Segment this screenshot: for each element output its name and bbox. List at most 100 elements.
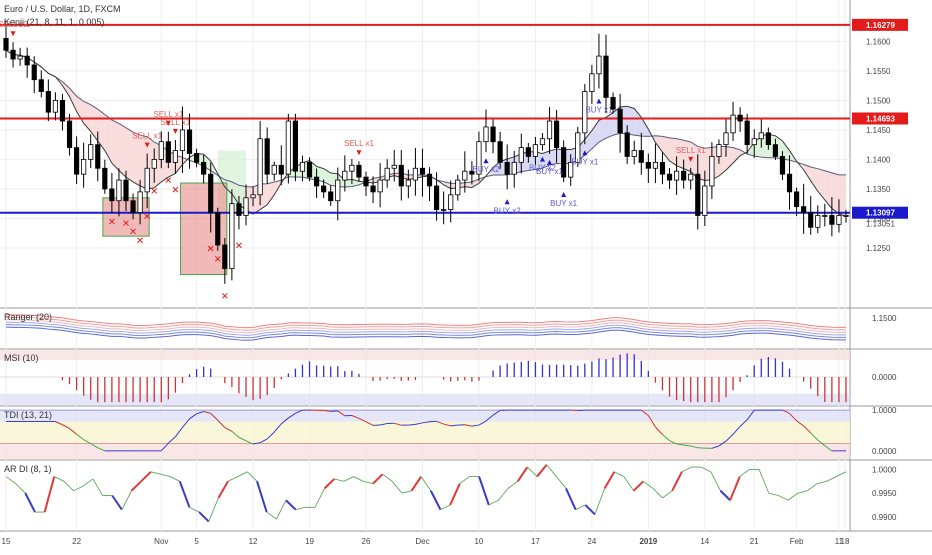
price-tick-label: 1.1550 bbox=[866, 67, 891, 76]
candle-body-up bbox=[180, 130, 184, 151]
time-tick-label: Dec bbox=[415, 537, 429, 546]
ranger-tick-label: 1.1500 bbox=[872, 314, 897, 323]
time-tick-label: 10 bbox=[474, 537, 483, 546]
candle-body-up bbox=[653, 162, 657, 168]
candle-body-up bbox=[385, 168, 389, 180]
candle-body-down bbox=[371, 186, 375, 192]
buy-label: BUY x1 bbox=[571, 157, 599, 166]
candle-body-down bbox=[32, 65, 36, 80]
last-price-label: 1.13051 bbox=[866, 219, 895, 228]
candle-body-up bbox=[449, 195, 453, 210]
candle-body-up bbox=[632, 151, 636, 157]
buy-label: BUY x2 bbox=[529, 164, 557, 173]
candle-body-up bbox=[145, 168, 149, 192]
kenji-cloud-segment bbox=[112, 120, 119, 171]
tdi-middle-zone bbox=[0, 421, 850, 443]
candle-body-up bbox=[816, 215, 820, 227]
time-tick-label: Feb bbox=[790, 537, 804, 546]
ranger-title: Ranger (20) bbox=[4, 312, 52, 322]
candle-body-down bbox=[96, 145, 100, 169]
candle-body-down bbox=[787, 174, 791, 192]
buy-label: BUY x2 bbox=[473, 165, 501, 174]
kenji-cloud-segment bbox=[832, 173, 839, 214]
candle-body-down bbox=[794, 192, 798, 207]
candle-body-up bbox=[89, 145, 93, 160]
candle-body-up bbox=[456, 180, 460, 195]
candle-body-down bbox=[279, 165, 283, 174]
candle-body-up bbox=[406, 180, 410, 186]
candle-body-up bbox=[484, 127, 488, 142]
candle-body-up bbox=[18, 56, 22, 59]
time-tick-label: 15 bbox=[2, 537, 11, 546]
tdi-upper-zone bbox=[0, 410, 850, 421]
time-tick-label: Nov bbox=[154, 537, 168, 546]
candle-body-up bbox=[710, 156, 714, 186]
ardi-title: AR DI (8, 1) bbox=[4, 464, 52, 474]
candle-body-up bbox=[244, 198, 248, 216]
candle-body-down bbox=[427, 174, 431, 186]
candle-body-up bbox=[350, 165, 354, 171]
tdi-title: TDI (13, 21) bbox=[4, 410, 52, 420]
resistance-price-label: 1.16279 bbox=[866, 21, 895, 30]
candle bbox=[216, 208, 220, 251]
time-tick-label: 5 bbox=[194, 537, 199, 546]
candle-body-down bbox=[39, 80, 43, 92]
candle-body-down bbox=[505, 162, 509, 174]
time-tick-label: 14 bbox=[700, 537, 709, 546]
candle-body-down bbox=[801, 207, 805, 213]
candle-body-down bbox=[194, 154, 198, 163]
candle-body-down bbox=[681, 171, 685, 180]
candle-body-down bbox=[216, 213, 220, 245]
buy-label: BUY x1 bbox=[550, 199, 578, 208]
candle-body-up bbox=[258, 139, 262, 195]
symbol-title: Euro / U.S. Dollar, 1D, FXCM bbox=[4, 4, 121, 14]
msi-upper-zone bbox=[0, 350, 850, 360]
candle-body-up bbox=[392, 165, 396, 168]
sell-label: SELL x1 bbox=[344, 139, 374, 148]
candle-body-down bbox=[67, 121, 71, 148]
time-tick-label: 19 bbox=[305, 537, 314, 546]
kenji-indicator-label: Kenji (21, 8, 11, 1, 0.005) bbox=[4, 17, 104, 27]
candle-body-down bbox=[124, 180, 128, 201]
candle-body-down bbox=[745, 121, 749, 145]
time-tick-label: 21 bbox=[750, 537, 759, 546]
candle-body-up bbox=[173, 151, 177, 163]
candle-body-up bbox=[717, 145, 721, 157]
sell-label: SELL x1 bbox=[676, 146, 706, 155]
candle-body-down bbox=[307, 162, 311, 177]
price-tick-label: 1.1450 bbox=[866, 126, 891, 135]
candle-body-down bbox=[187, 130, 191, 154]
candle-body-down bbox=[660, 162, 664, 174]
candle-body-down bbox=[237, 204, 241, 216]
buy-label: BUY x2 bbox=[494, 206, 522, 215]
candle-body-down bbox=[399, 165, 403, 186]
candle-body-down bbox=[110, 189, 114, 201]
ardi-tick-label: 1.0000 bbox=[872, 465, 897, 474]
price-tick-label: 1.1350 bbox=[866, 185, 891, 194]
price-tick-label: 1.1600 bbox=[866, 37, 891, 46]
candle-body-up bbox=[752, 139, 756, 145]
candle-body-up bbox=[731, 115, 735, 133]
candle-body-down bbox=[526, 148, 530, 157]
candle-body-down bbox=[321, 186, 325, 192]
candle-body-up bbox=[343, 171, 347, 180]
candle-body-down bbox=[625, 133, 629, 157]
candle-body-up bbox=[837, 215, 841, 224]
time-tick-label: 12 bbox=[249, 537, 258, 546]
candle-body-down bbox=[103, 168, 107, 189]
tdi-tick-label: 1.0000 bbox=[872, 406, 897, 415]
candle-body-down bbox=[696, 174, 700, 215]
price-tick-label: 1.1250 bbox=[866, 244, 891, 253]
candle-body-down bbox=[329, 192, 333, 201]
kenji-cloud-segment bbox=[345, 179, 352, 187]
sell-label: SELL x1 bbox=[153, 110, 183, 119]
candle-body-up bbox=[53, 100, 57, 112]
candle-body-down bbox=[618, 109, 622, 133]
msi-tick-label: 0.0000 bbox=[872, 373, 897, 382]
time-tick-label: 22 bbox=[72, 537, 81, 546]
time-tick-label: 24 bbox=[587, 537, 596, 546]
candle-body-up bbox=[81, 159, 85, 174]
